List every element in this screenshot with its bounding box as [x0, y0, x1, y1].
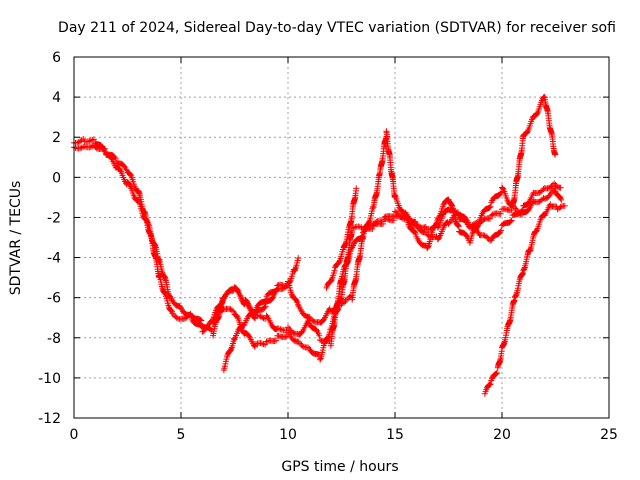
series-spur — [323, 185, 360, 291]
x-tick-label: 10 — [279, 427, 297, 443]
y-tick-label: 4 — [52, 90, 61, 106]
y-tick-label: -12 — [38, 411, 61, 427]
y-axis-label: SDTVAR / TECUs — [8, 181, 24, 296]
y-tick-label: 0 — [52, 170, 61, 186]
x-axis-label: GPS time / hours — [281, 459, 398, 475]
x-tick-label: 15 — [386, 427, 404, 443]
plot-frame — [73, 56, 610, 419]
y-tick-label: -2 — [47, 210, 61, 226]
axis-ticks: 0 5 10 15 20 25 -12 -10 -8 -6 -4 -2 0 2 4 6 — [38, 50, 618, 443]
y-tick-label: -6 — [47, 291, 61, 307]
y-tick-label: 6 — [52, 50, 61, 66]
y-tick-label: 2 — [52, 130, 61, 146]
grid-lines — [74, 57, 609, 418]
series-markers-main — [71, 142, 565, 349]
series-main — [71, 142, 565, 349]
series-markers-fourth — [210, 255, 302, 323]
x-tick-label: 0 — [70, 427, 79, 443]
x-tick-label: 20 — [493, 427, 511, 443]
series-markers-rise — [481, 201, 568, 397]
y-tick-label: -4 — [47, 251, 61, 267]
series-rise — [481, 201, 568, 397]
y-tick-label: -8 — [47, 331, 61, 347]
x-tick-label: 25 — [600, 427, 618, 443]
x-tick-label: 5 — [177, 427, 186, 443]
series-fourth — [210, 255, 302, 323]
series-markers-spur — [323, 185, 360, 291]
data-markers — [71, 93, 568, 397]
y-tick-label: -10 — [38, 371, 61, 387]
chart-title: Day 211 of 2024, Sidereal Day-to-day VTE… — [58, 20, 616, 36]
